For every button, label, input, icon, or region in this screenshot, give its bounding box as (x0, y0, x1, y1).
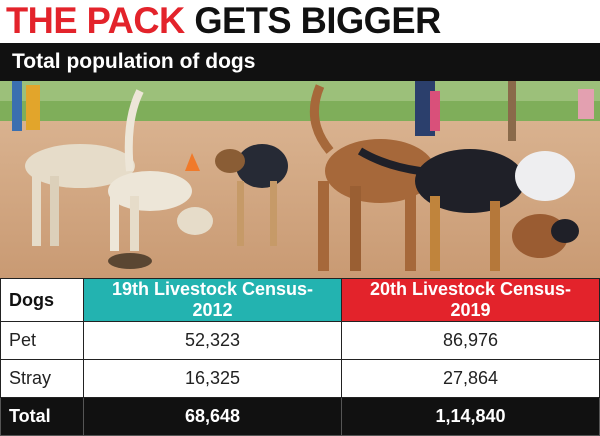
headline-rest: GETS BIGGER (194, 0, 441, 41)
cell: 86,976 (341, 321, 600, 360)
row-label: Pet (0, 321, 84, 360)
column-header: Dogs (0, 278, 84, 322)
cell: 52,323 (83, 321, 342, 360)
cell: 16,325 (83, 359, 342, 398)
subtitle: Total population of dogs (12, 50, 256, 73)
table-row: Stray 16,325 27,864 (0, 359, 600, 398)
headline: THE PACK GETS BIGGER (6, 0, 441, 41)
cell: 1,14,840 (341, 397, 600, 436)
table-row: Pet 52,323 86,976 (0, 321, 600, 360)
census-table: Dogs 19th Livestock Census-2012 20th Liv… (0, 278, 600, 436)
header-row: Dogs 19th Livestock Census-2012 20th Liv… (0, 278, 600, 322)
column-header: 20th Livestock Census-2019 (341, 278, 600, 322)
subtitle-bar: Total population of dogs (0, 43, 600, 81)
row-label: Stray (0, 359, 84, 398)
photo (0, 81, 600, 278)
headline-highlight: THE PACK (6, 0, 185, 41)
total-row: Total 68,648 1,14,840 (0, 397, 600, 436)
cell: 68,648 (83, 397, 342, 436)
column-header: 19th Livestock Census-2012 (83, 278, 342, 322)
cell: 27,864 (341, 359, 600, 398)
row-label: Total (0, 397, 84, 436)
